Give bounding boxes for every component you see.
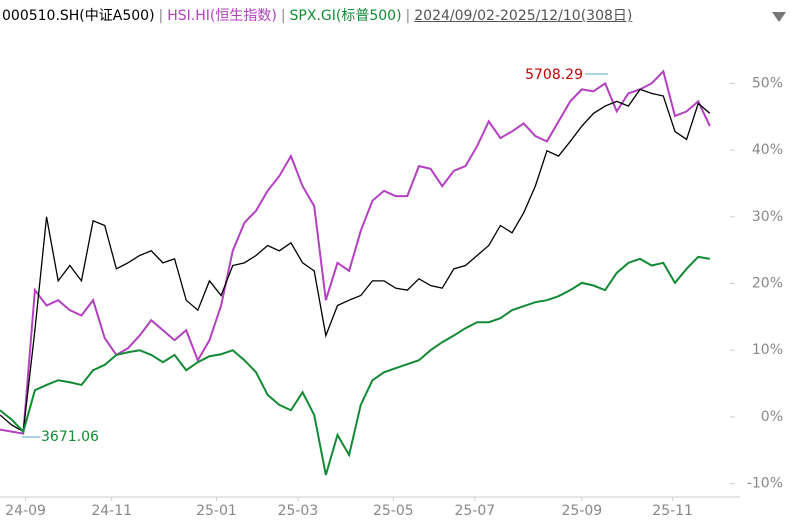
y-tick-label: 30% <box>752 209 783 225</box>
legend-entry: SPX.GI(标普500) <box>289 8 402 24</box>
series-line <box>0 88 711 433</box>
x-tick-label: 25-07 <box>454 503 495 519</box>
y-tick-label: 0% <box>761 409 783 425</box>
legend-entry: 000510.SH(中证A500) <box>2 8 155 24</box>
separator: | <box>405 8 411 24</box>
header: 000510.SH(中证A500) | HSI.HI(恒生指数) | SPX.GI(标普… <box>2 5 636 25</box>
annotation: 5708.29 <box>525 67 583 83</box>
separator: | <box>158 8 164 24</box>
x-tick-label: 25-03 <box>278 503 319 519</box>
annotation: 3671.06 <box>41 429 99 445</box>
date-range[interactable]: 2024/09/02-2025/12/10(308日) <box>414 8 633 24</box>
x-tick-label: 24-11 <box>91 503 132 519</box>
y-tick-label: 50% <box>752 75 783 91</box>
series-line <box>0 255 711 476</box>
legend-entry: HSI.HI(恒生指数) <box>167 8 277 24</box>
y-tick-label: -10% <box>747 476 783 492</box>
x-tick-label: 25-01 <box>196 503 237 519</box>
series-line <box>0 69 711 435</box>
x-tick-label: 25-09 <box>562 503 603 519</box>
x-tick-label: 25-11 <box>652 503 693 519</box>
dropdown-icon[interactable] <box>772 12 786 22</box>
separator: | <box>280 8 286 24</box>
x-tick-label: 25-05 <box>373 503 414 519</box>
y-tick-label: 20% <box>752 276 783 292</box>
x-tick-label: 24-09 <box>5 503 46 519</box>
y-tick-label: 40% <box>752 142 783 158</box>
y-tick-label: 10% <box>752 342 783 358</box>
